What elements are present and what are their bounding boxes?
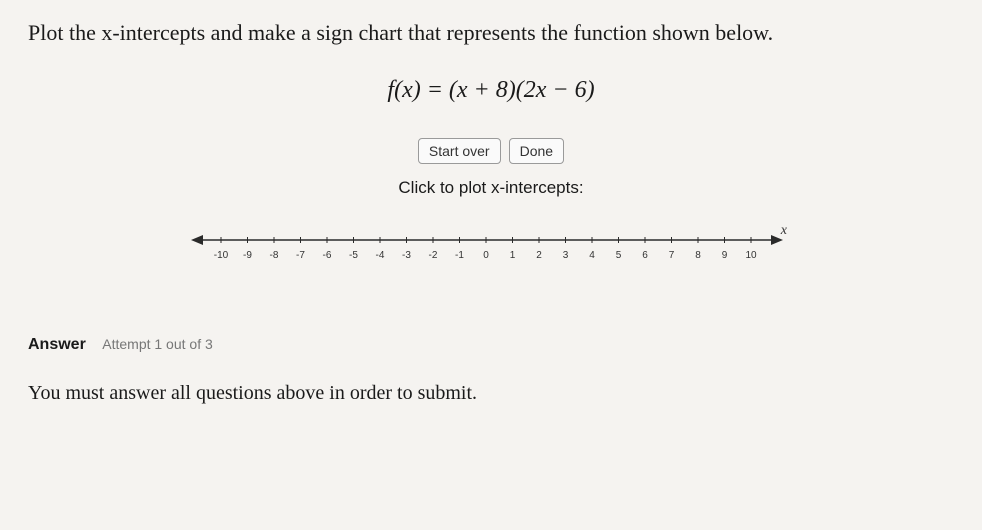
answer-row: Answer Attempt 1 out of 3 xyxy=(28,336,954,354)
function-formula: f(x) = (x + 8)(2x − 6) xyxy=(28,77,954,104)
controls-row: Start over Done xyxy=(28,138,954,164)
svg-text:6: 6 xyxy=(642,250,648,261)
svg-text:-9: -9 xyxy=(243,250,252,261)
number-line-svg[interactable]: -10-9-8-7-6-5-4-3-2-1012345678910x xyxy=(191,226,791,276)
attempt-text: Attempt 1 out of 3 xyxy=(102,336,213,352)
svg-text:-2: -2 xyxy=(429,250,438,261)
svg-text:10: 10 xyxy=(745,250,757,261)
svg-text:-8: -8 xyxy=(270,250,279,261)
question-text: Plot the x-intercepts and make a sign ch… xyxy=(28,18,954,49)
svg-text:-1: -1 xyxy=(455,250,464,261)
svg-text:3: 3 xyxy=(563,250,569,261)
svg-text:x: x xyxy=(780,226,788,238)
svg-text:4: 4 xyxy=(589,250,595,261)
svg-text:-7: -7 xyxy=(296,250,305,261)
start-over-button[interactable]: Start over xyxy=(418,138,501,164)
done-button[interactable]: Done xyxy=(509,138,564,164)
svg-text:0: 0 xyxy=(483,250,489,261)
svg-text:8: 8 xyxy=(695,250,701,261)
answer-label: Answer xyxy=(28,336,86,353)
svg-text:9: 9 xyxy=(722,250,728,261)
svg-text:-6: -6 xyxy=(323,250,332,261)
plot-instruction: Click to plot x-intercepts: xyxy=(28,178,954,198)
svg-text:-4: -4 xyxy=(376,250,385,261)
number-line[interactable]: -10-9-8-7-6-5-4-3-2-1012345678910x xyxy=(191,226,791,286)
svg-text:2: 2 xyxy=(536,250,542,261)
submit-note: You must answer all questions above in o… xyxy=(28,378,954,405)
svg-text:5: 5 xyxy=(616,250,622,261)
svg-text:-10: -10 xyxy=(214,250,229,261)
svg-text:7: 7 xyxy=(669,250,675,261)
svg-text:-5: -5 xyxy=(349,250,358,261)
svg-text:1: 1 xyxy=(510,250,516,261)
svg-text:-3: -3 xyxy=(402,250,411,261)
